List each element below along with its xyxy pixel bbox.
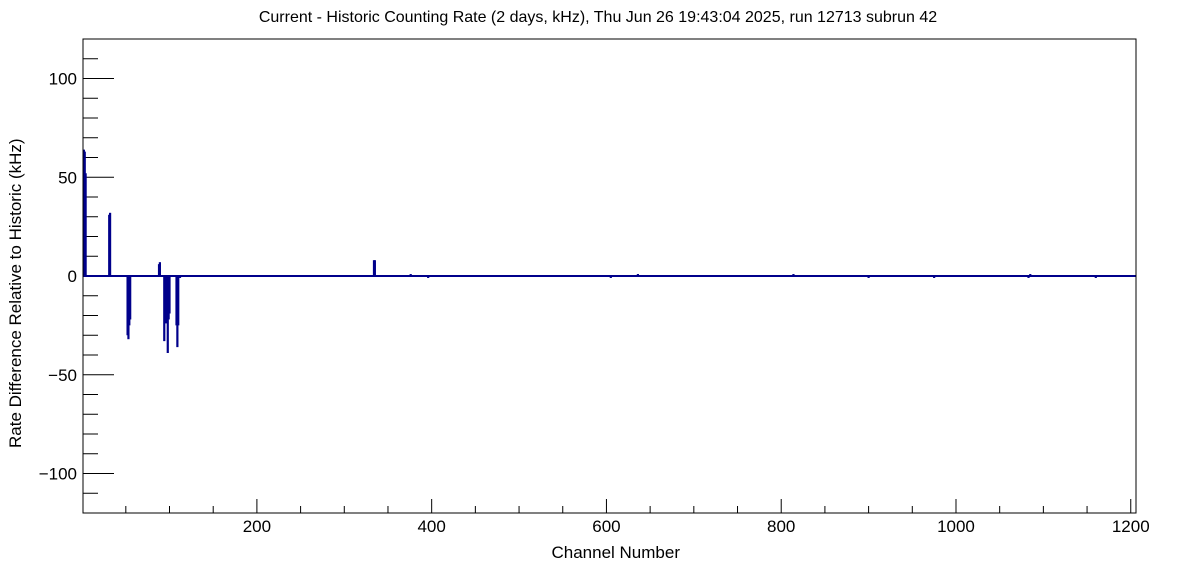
x-tick-label-800: 800	[767, 517, 795, 536]
x-axis-label: Channel Number	[551, 543, 680, 562]
y-tick-label--50: −50	[48, 366, 77, 385]
y-axis-label: Rate Difference Relative to Historic (kH…	[6, 138, 25, 448]
y-tick-label-0: 0	[68, 267, 77, 286]
x-tick-label-1000: 1000	[937, 517, 975, 536]
x-tick-label-200: 200	[243, 517, 271, 536]
x-tick-label-400: 400	[417, 517, 445, 536]
y-tick-label-100: 100	[49, 70, 77, 89]
x-tick-label-600: 600	[592, 517, 620, 536]
chart-title: Current - Historic Counting Rate (2 days…	[258, 9, 938, 26]
axes-layer: 200 400 600 800 1000 1200 −100 −50 0 50 100	[39, 58, 1150, 536]
y-tick-label-50: 50	[58, 168, 77, 187]
data-layer	[82, 149, 1136, 354]
y-tick-label--100: −100	[39, 465, 77, 484]
plot-frame	[82, 38, 1137, 514]
x-tick-label-1200: 1200	[1112, 517, 1150, 536]
